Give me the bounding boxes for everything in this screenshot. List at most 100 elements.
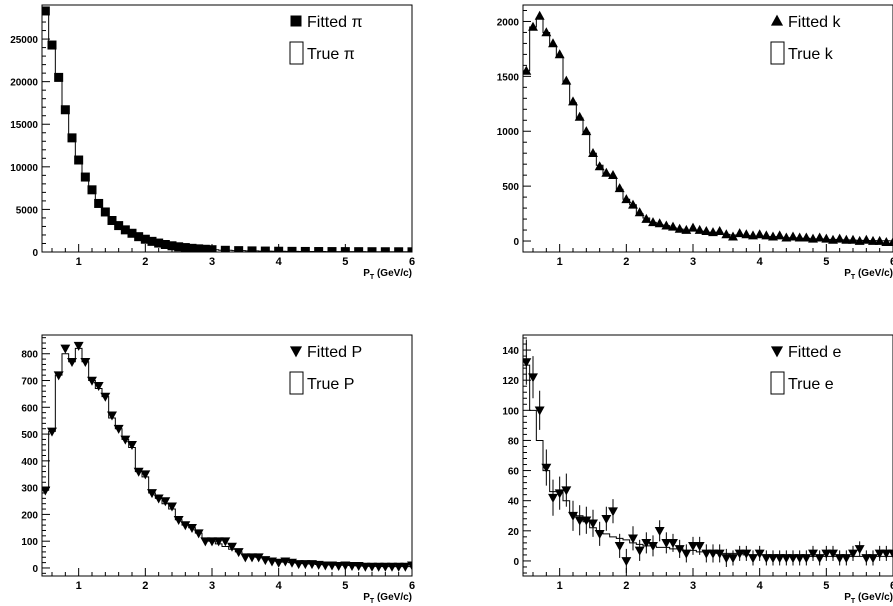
y-tick-label: 200 (21, 510, 38, 521)
y-tick-label: 25000 (10, 35, 38, 46)
fitted-point (681, 549, 692, 559)
fitted-point (874, 235, 885, 245)
fitted-point (728, 554, 738, 564)
fitted-point (688, 542, 698, 552)
fitted-point (113, 424, 124, 434)
x-axis-label: PT (GeV/c) (363, 268, 412, 281)
fitted-point (153, 494, 164, 504)
legend-marker-fitted (290, 15, 302, 27)
fitted-point (528, 21, 538, 31)
x-tick-label: 5 (823, 256, 829, 268)
fitted-point (754, 229, 765, 239)
fitted-point (193, 529, 204, 539)
fitted-point (314, 247, 324, 252)
fitted-point (147, 489, 157, 499)
y-tick-label: 60 (508, 467, 520, 478)
fitted-point (748, 554, 758, 564)
y-tick-label: 0 (513, 557, 519, 568)
fitted-point (127, 440, 137, 450)
fitted-point (207, 245, 217, 252)
fitted-point (234, 246, 244, 252)
fitted-point (668, 221, 678, 231)
fitted-point (608, 507, 618, 517)
fitted-point (568, 511, 578, 521)
fitted-point (721, 554, 732, 564)
y-tick-label: 700 (21, 377, 38, 388)
fitted-point (53, 371, 64, 381)
fitted-point (400, 562, 411, 572)
legend-label: True P (307, 376, 354, 393)
fitted-point (774, 554, 785, 564)
fitted-point (373, 562, 384, 572)
x-tick-label: 4 (757, 256, 764, 268)
fitted-point (621, 557, 632, 567)
fitted-point (868, 554, 878, 564)
fitted-point (574, 111, 585, 121)
y-tick-label: 0 (32, 564, 38, 575)
x-tick-label: 2 (142, 256, 148, 268)
x-axis-label: PT (GeV/c) (844, 592, 893, 605)
y-tick-label: 500 (502, 182, 519, 193)
fitted-point (207, 537, 217, 547)
plot-area (42, 6, 412, 252)
fitted-point (848, 549, 858, 559)
fitted-point (581, 516, 592, 526)
fitted-point (393, 562, 404, 572)
x-tick-label: 5 (342, 580, 348, 592)
fitted-point (641, 213, 652, 223)
fitted-point (42, 6, 50, 16)
fitted-point (380, 562, 391, 572)
fitted-point (247, 553, 257, 563)
x-tick-label: 4 (276, 580, 283, 592)
y-tick-label: 10000 (10, 163, 38, 174)
fitted-point (94, 198, 104, 208)
fitted-point (861, 554, 872, 564)
fitted-point (594, 530, 605, 539)
x-tick-label: 6 (890, 256, 893, 268)
plot-frame (522, 334, 893, 577)
y-tick-label: 80 (508, 436, 520, 447)
fitted-point (661, 220, 672, 230)
fitted-point (220, 245, 230, 252)
fitted-point (67, 133, 77, 143)
fitted-point (674, 545, 685, 555)
fitted-point (728, 231, 738, 241)
x-tick-label: 2 (623, 580, 629, 592)
x-axis-label: PT (GeV/c) (363, 592, 412, 605)
fitted-point (788, 231, 798, 241)
fitted-point (340, 561, 351, 571)
fitted-point (253, 553, 264, 563)
fitted-point (387, 562, 397, 572)
fitted-point (814, 232, 825, 242)
fitted-point (54, 72, 64, 82)
fitted-point (167, 502, 177, 512)
fitted-point (794, 232, 805, 242)
fitted-point (347, 561, 357, 571)
fitted-point (47, 427, 57, 437)
fitted-point (107, 411, 117, 421)
fitted-point (42, 486, 51, 496)
fitted-point (854, 545, 865, 555)
fitted-point (293, 560, 304, 570)
y-tick-label: 400 (21, 457, 38, 468)
legend-swatch-true (289, 371, 304, 395)
x-tick-label: 2 (623, 256, 629, 268)
x-tick-label: 3 (209, 580, 215, 592)
fitted-point (801, 232, 812, 242)
fitted-point (674, 223, 685, 233)
fitted-point (694, 542, 705, 552)
fitted-point (821, 549, 832, 559)
plot-area (523, 339, 893, 576)
fitted-point (561, 75, 572, 85)
fitted-point (888, 236, 893, 246)
legend-label: True e (788, 376, 834, 393)
x-tick-label: 3 (690, 256, 696, 268)
fitted-point (327, 247, 337, 252)
fitted-point (187, 523, 197, 533)
fitted-point (841, 554, 852, 564)
fitted-point (60, 344, 71, 354)
legend-swatch-true (770, 371, 785, 395)
fitted-point (534, 406, 545, 416)
plot-area (42, 341, 412, 576)
